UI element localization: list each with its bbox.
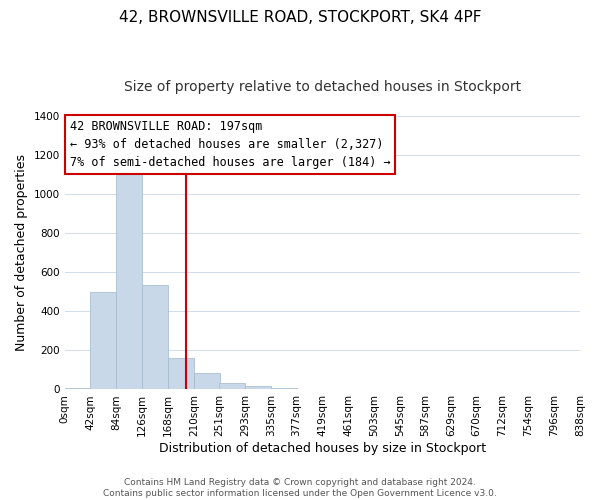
Bar xyxy=(271,388,296,390)
Title: Size of property relative to detached houses in Stockport: Size of property relative to detached ho… xyxy=(124,80,521,94)
Y-axis label: Number of detached properties: Number of detached properties xyxy=(15,154,28,351)
Bar xyxy=(219,382,245,390)
Bar xyxy=(245,386,271,390)
Bar xyxy=(142,285,168,390)
Text: Contains HM Land Registry data © Crown copyright and database right 2024.
Contai: Contains HM Land Registry data © Crown c… xyxy=(103,478,497,498)
Bar xyxy=(65,388,91,390)
Bar xyxy=(116,165,142,390)
X-axis label: Distribution of detached houses by size in Stockport: Distribution of detached houses by size … xyxy=(159,442,486,455)
Text: 42 BROWNSVILLE ROAD: 197sqm
← 93% of detached houses are smaller (2,327)
7% of s: 42 BROWNSVILLE ROAD: 197sqm ← 93% of det… xyxy=(70,120,391,169)
Bar xyxy=(168,358,194,390)
Bar xyxy=(91,292,116,390)
Text: 42, BROWNSVILLE ROAD, STOCKPORT, SK4 4PF: 42, BROWNSVILLE ROAD, STOCKPORT, SK4 4PF xyxy=(119,10,481,25)
Bar xyxy=(194,373,220,390)
